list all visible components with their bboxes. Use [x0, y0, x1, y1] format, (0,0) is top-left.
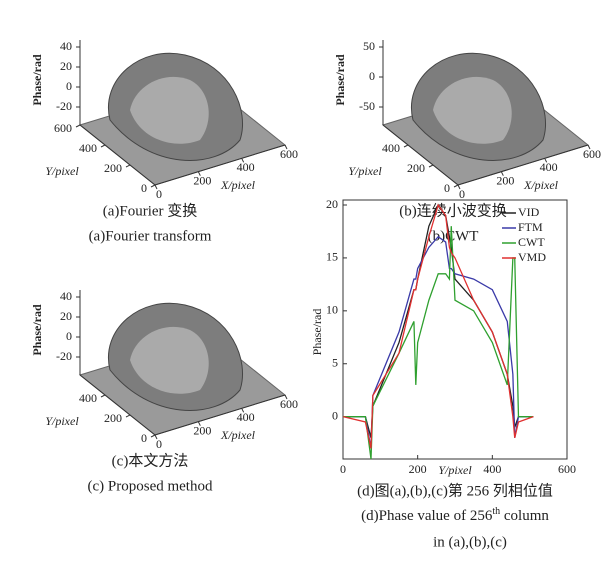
z-tick-label: 20	[60, 59, 72, 73]
x-tick-label: 0	[156, 437, 162, 451]
x-axis-label: X/pixel	[220, 428, 256, 442]
y-tick-label: 0	[141, 181, 147, 195]
y-tick	[151, 435, 155, 437]
x-tick-label: 600	[583, 147, 601, 161]
y-tick-label: 200	[407, 161, 425, 175]
caption-en: (c) Proposed method	[88, 478, 213, 494]
y-axis-label: Y/pixel	[348, 164, 382, 178]
z-tick-label: 40	[60, 289, 72, 303]
y-tick-label: 0	[141, 431, 147, 445]
legend-label: CWT	[518, 235, 545, 249]
y-axis-label: Phase/rad	[310, 309, 324, 356]
caption-cn: (a)Fourier 变换	[103, 202, 198, 219]
caption-en: (b)CWT	[428, 228, 479, 244]
caption-sup: th	[492, 506, 500, 517]
y-tick-label: 200	[104, 161, 122, 175]
z-axis-label: Phase/rad	[30, 54, 44, 106]
x-axis-label: X/pixel	[220, 178, 256, 192]
x-tick-label: 600	[558, 462, 576, 476]
caption-cn: (d)图(a),(b),(c)第 256 列相位值	[357, 481, 553, 499]
x-tick-label: 200	[193, 173, 211, 187]
y-tick	[404, 145, 408, 147]
y-axis-label: Y/pixel	[45, 414, 79, 428]
z-tick-label: 50	[363, 39, 375, 53]
x-tick-label: 400	[540, 160, 558, 174]
caption-cn: (b)连续小波变换	[399, 202, 507, 219]
x-tick-label: 400	[237, 410, 255, 424]
z-tick-label: -20	[56, 99, 72, 113]
z-tick-label: 20	[60, 309, 72, 323]
z-tick-label: -50	[359, 99, 375, 113]
caption-part: (d)Phase value of 256	[361, 508, 493, 524]
x-tick-label: 0	[459, 187, 465, 201]
y-tick	[151, 185, 155, 187]
y-tick	[454, 185, 458, 187]
y-tick	[429, 165, 433, 167]
y-tick-label: 400	[79, 141, 97, 155]
x-tick-label: 400	[483, 462, 501, 476]
legend-label: VMD	[518, 250, 546, 264]
y-tick-label: 600	[54, 121, 72, 135]
y-tick	[126, 415, 130, 417]
y-tick-label: 400	[382, 141, 400, 155]
x-tick-label: 0	[156, 187, 162, 201]
y-axis-label: Y/pixel	[45, 164, 79, 178]
x-tick-label: 600	[280, 397, 298, 411]
x-tick-label: 400	[237, 160, 255, 174]
z-axis-label: Phase/rad	[30, 304, 44, 356]
x-tick-label: 0	[340, 462, 346, 476]
x-axis-label: X/pixel	[523, 178, 559, 192]
caption-en: (d)Phase value of 256th column	[361, 506, 549, 524]
legend-label: VID	[518, 205, 540, 219]
x-tick-label: 200	[496, 173, 514, 187]
z-tick-label: -20	[56, 349, 72, 363]
z-axis-label: Phase/rad	[333, 54, 347, 106]
z-tick-label: 40	[60, 39, 72, 53]
y-tick	[101, 395, 105, 397]
x-tick-label: 200	[409, 462, 427, 476]
y-tick-label: 10	[326, 303, 338, 317]
caption-en: (a)Fourier transform	[89, 228, 212, 244]
y-tick	[76, 125, 80, 127]
x-axis-label: Y/pixel	[438, 463, 472, 477]
y-tick-label: 5	[332, 356, 338, 370]
x-tick-label: 600	[280, 147, 298, 161]
y-tick-label: 20	[326, 197, 338, 211]
x-tick-label: 200	[193, 423, 211, 437]
y-tick	[126, 165, 130, 167]
caption-en-2: in (a),(b),(c)	[433, 534, 507, 550]
y-tick-label: 15	[326, 250, 338, 264]
z-tick-label: 0	[66, 329, 72, 343]
caption-part: column	[500, 508, 549, 524]
figure: 40200-2060040020000200400600Phase/radY/p…	[0, 0, 603, 575]
y-tick	[101, 145, 105, 147]
y-tick-label: 200	[104, 411, 122, 425]
y-tick-label: 0	[332, 408, 338, 422]
z-tick-label: 0	[369, 69, 375, 83]
y-tick-label: 400	[79, 391, 97, 405]
z-tick-label: 0	[66, 79, 72, 93]
caption-cn: (c)本文方法	[112, 452, 189, 469]
legend-label: FTM	[518, 220, 543, 234]
y-tick-label: 0	[444, 181, 450, 195]
